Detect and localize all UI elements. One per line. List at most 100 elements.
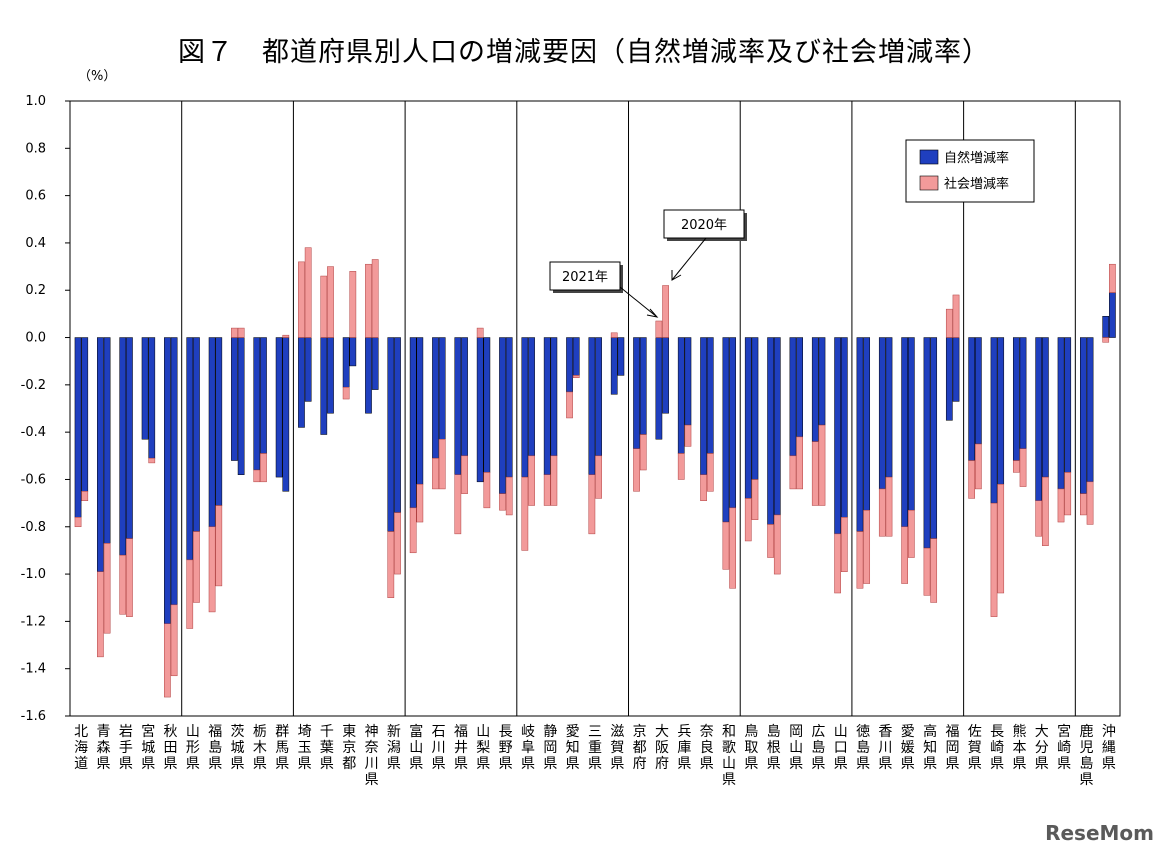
y-tick-label: 0.6: [25, 189, 46, 204]
bar-natural-2021: [81, 337, 89, 492]
x-tick-label: 都: [633, 740, 647, 756]
bar-social-2020: [164, 623, 171, 698]
bar-social-2021: [81, 491, 89, 501]
bar-social-2020: [365, 263, 372, 338]
bar-social-2020: [811, 441, 819, 506]
bar-natural-2020: [767, 337, 774, 525]
bar-natural-2020: [454, 337, 462, 475]
bar-natural-2021: [684, 337, 692, 426]
x-tick-label: 県: [744, 756, 758, 772]
bar-natural-2021: [505, 337, 513, 478]
bar-natural-2020: [968, 337, 976, 461]
x-tick-label: 神: [365, 724, 379, 740]
bar-natural-2021: [796, 337, 803, 438]
bar-natural-2020: [1080, 337, 1087, 494]
bar-social-2021: [662, 285, 669, 338]
legend-label: 自然増減率: [944, 150, 1009, 166]
x-tick-label: 埼: [298, 724, 312, 740]
bar-natural-2020: [141, 337, 149, 440]
bar-social-2021: [304, 247, 312, 338]
bar-natural-2021: [237, 337, 245, 475]
bar-natural-2020: [186, 337, 194, 561]
x-tick-label: 兵: [677, 724, 691, 740]
x-tick-label: 県: [454, 756, 468, 772]
y-axis-unit: （%）: [78, 69, 116, 84]
x-tick-label: 県: [97, 756, 111, 772]
legend-label: 社会増減率: [944, 176, 1009, 192]
x-tick-label: 岡: [945, 740, 959, 756]
x-tick-label: 県: [164, 756, 178, 772]
bar-social-2020: [588, 474, 596, 535]
x-tick-label: 分: [1035, 740, 1049, 756]
bar-social-2020: [789, 455, 797, 490]
bar-social-2020: [97, 571, 104, 658]
bar-social-2021: [237, 327, 245, 338]
bar-natural-2021: [148, 337, 156, 459]
x-tick-label: 重: [588, 740, 602, 756]
bar-natural-2021: [595, 337, 602, 457]
bar-natural-2021: [126, 337, 133, 539]
bar-social-2020: [901, 526, 908, 584]
bar-natural-2020: [655, 337, 663, 440]
x-tick-label: 道: [74, 756, 88, 772]
bar-social-2021: [215, 505, 223, 587]
x-tick-label: 崎: [990, 740, 1004, 756]
bar-natural-2021: [997, 337, 1005, 485]
legend-swatch: [919, 175, 939, 191]
gridlines: [181, 101, 1076, 716]
bar-social-2021: [394, 512, 401, 575]
bar-natural-2020: [990, 337, 998, 504]
x-tick-label: 新: [387, 724, 401, 740]
x-tick-label: 島: [1079, 756, 1093, 772]
bar-natural-2021: [461, 337, 468, 457]
bar-social-2020: [1012, 460, 1020, 473]
x-tick-label: 根: [767, 740, 781, 756]
bar-natural-2020: [387, 337, 395, 532]
y-tick-label: -1.2: [21, 614, 46, 629]
bar-natural-2020: [923, 337, 931, 549]
axes: [65, 100, 1121, 717]
bar-natural-2021: [1086, 337, 1094, 483]
x-tick-label: 県: [543, 756, 557, 772]
bar-social-2021: [751, 479, 759, 520]
bar-social-2020: [409, 507, 417, 554]
bar-natural-2020: [97, 337, 104, 572]
bar-natural-2020: [633, 337, 640, 449]
x-tick-label: 海: [74, 740, 88, 756]
x-tick-label: 石: [432, 724, 446, 740]
x-tick-label: 県: [387, 756, 401, 772]
bar-social-2020: [499, 493, 506, 511]
x-tick-label: 県: [767, 756, 781, 772]
x-tick-label: 愛: [566, 724, 580, 740]
bar-social-2020: [208, 526, 216, 613]
bar-social-2020: [968, 460, 976, 499]
x-tick-label: 縄: [1102, 740, 1116, 756]
bar-natural-2020: [722, 337, 730, 523]
bar-social-2021: [796, 436, 803, 490]
x-tick-label: 県: [677, 756, 691, 772]
x-tick-label: 県: [610, 756, 624, 772]
bar-social-2021: [438, 439, 446, 490]
bar-natural-2020: [856, 337, 864, 532]
arrowhead-2020: [671, 270, 682, 281]
bar-natural-2021: [1109, 292, 1116, 338]
bar-natural-2020: [409, 337, 417, 509]
x-tick-label: 形: [186, 740, 200, 756]
y-tick-label: -1.4: [21, 662, 46, 677]
x-tick-label: 口: [834, 740, 848, 756]
x-tick-label: 府: [633, 756, 647, 772]
bar-social-2021: [885, 476, 893, 537]
bar-natural-2020: [700, 337, 707, 475]
x-tick-label: 県: [923, 756, 937, 772]
bar-social-2020: [476, 327, 484, 338]
x-tick-label: 県: [990, 756, 1004, 772]
bar-natural-2020: [744, 337, 752, 499]
bar-natural-2021: [304, 337, 312, 402]
bar-natural-2020: [901, 337, 908, 528]
x-tick-label: 庫: [677, 739, 691, 756]
bar-natural-2021: [103, 337, 111, 544]
x-tick-label: 県: [1057, 756, 1071, 772]
x-tick-label: 茨: [231, 724, 245, 740]
x-tick-label: 県: [231, 756, 245, 772]
